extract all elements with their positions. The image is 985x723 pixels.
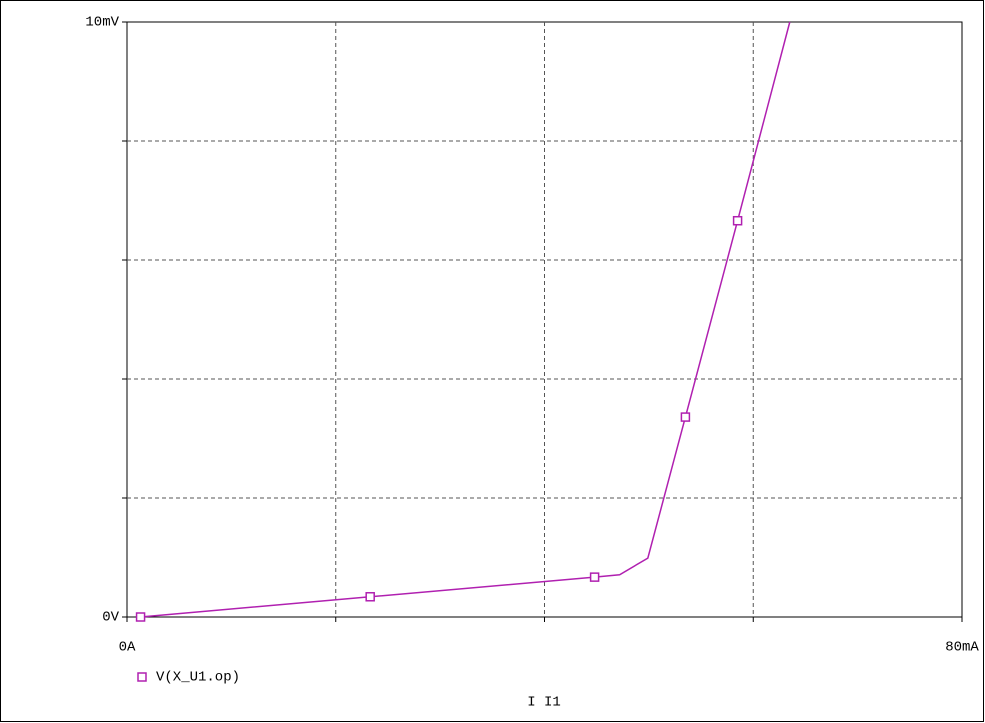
point-marker [365,592,375,602]
x-tick-label: 80mA [945,640,979,656]
point-marker [135,612,146,622]
series-line [140,21,791,618]
legend-label: V(X_U1.op) [156,670,240,686]
x-axis-label: I I1 [527,695,561,711]
point-marker [732,215,743,226]
point-marker [680,412,691,422]
point-marker [589,572,600,582]
legend-marker [137,672,147,682]
y-tick-label: 10mV [85,15,119,31]
x-tick-label: 0A [119,640,136,656]
y-tick-label: 0V [102,610,119,626]
